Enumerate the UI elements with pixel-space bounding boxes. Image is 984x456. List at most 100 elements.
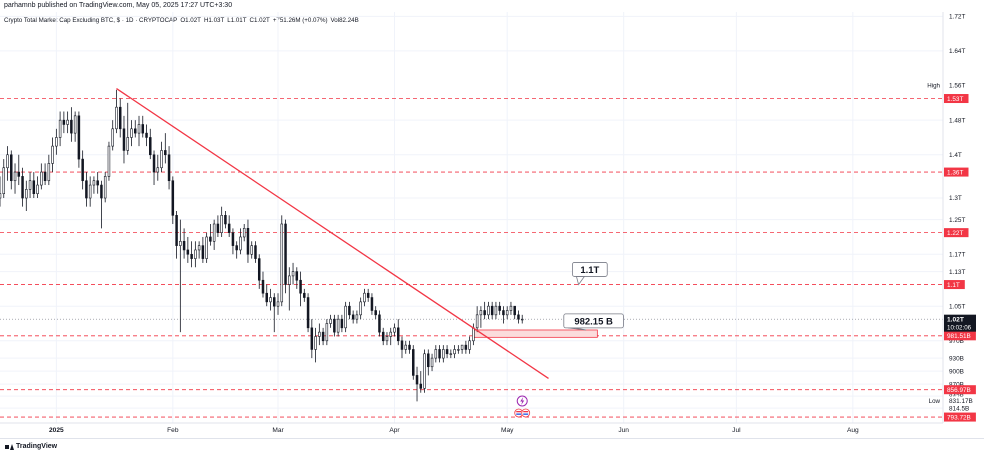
candle[interactable] xyxy=(10,150,13,190)
candle[interactable] xyxy=(509,301,513,315)
candle[interactable] xyxy=(107,141,111,181)
candle[interactable] xyxy=(96,172,99,194)
candle[interactable] xyxy=(445,345,449,359)
candle[interactable] xyxy=(212,219,216,250)
candle[interactable] xyxy=(490,301,494,320)
callout[interactable]: 1.1T xyxy=(572,262,608,286)
candle[interactable] xyxy=(32,172,36,199)
candle[interactable] xyxy=(351,310,355,324)
candle[interactable] xyxy=(333,314,336,337)
candle[interactable] xyxy=(160,141,163,173)
candle[interactable] xyxy=(40,163,43,190)
candle[interactable] xyxy=(36,176,39,199)
candle[interactable] xyxy=(427,349,430,376)
candle[interactable] xyxy=(468,336,471,354)
flag-event-icon[interactable] xyxy=(514,408,531,418)
candle[interactable] xyxy=(291,262,295,285)
candle[interactable] xyxy=(216,215,220,237)
candle[interactable] xyxy=(220,206,223,237)
candle[interactable] xyxy=(134,120,137,138)
candle[interactable] xyxy=(355,310,359,324)
candle[interactable] xyxy=(385,332,389,346)
candle[interactable] xyxy=(310,319,314,359)
candle[interactable] xyxy=(370,293,374,315)
candle[interactable] xyxy=(284,219,287,294)
support-zone[interactable] xyxy=(472,329,598,338)
candle[interactable] xyxy=(393,323,396,337)
candle[interactable] xyxy=(242,223,246,242)
candle[interactable] xyxy=(475,306,479,333)
candle[interactable] xyxy=(167,146,171,190)
candle[interactable] xyxy=(276,293,280,315)
candle[interactable] xyxy=(254,241,257,263)
candle[interactable] xyxy=(329,314,332,328)
candle[interactable] xyxy=(55,128,58,155)
candle[interactable] xyxy=(88,176,92,207)
candle[interactable] xyxy=(175,211,178,259)
candle[interactable] xyxy=(261,271,265,298)
callout[interactable]: 982.15 B xyxy=(563,313,624,331)
candle[interactable] xyxy=(306,293,310,333)
candle[interactable] xyxy=(194,241,197,268)
candle[interactable] xyxy=(201,236,205,263)
trendline[interactable] xyxy=(116,88,549,379)
candle[interactable] xyxy=(273,293,276,333)
candle[interactable] xyxy=(190,241,193,268)
candle[interactable] xyxy=(145,124,148,147)
candle[interactable] xyxy=(340,314,344,333)
candle[interactable] xyxy=(2,159,6,199)
candle[interactable] xyxy=(389,327,392,346)
candle[interactable] xyxy=(227,215,231,237)
candle[interactable] xyxy=(336,314,340,337)
candle[interactable] xyxy=(186,236,190,263)
candle[interactable] xyxy=(6,146,9,181)
candle[interactable] xyxy=(246,219,250,263)
candle[interactable] xyxy=(408,340,411,354)
candle[interactable] xyxy=(483,301,486,320)
candle[interactable] xyxy=(487,301,490,320)
candle[interactable] xyxy=(464,340,468,354)
candle[interactable] xyxy=(505,306,509,320)
candle[interactable] xyxy=(17,154,21,186)
candle[interactable] xyxy=(66,111,69,134)
candle[interactable] xyxy=(520,314,524,324)
candle[interactable] xyxy=(363,288,366,307)
candle[interactable] xyxy=(513,305,516,320)
candle[interactable] xyxy=(359,297,362,320)
candle[interactable] xyxy=(430,353,434,372)
candle[interactable] xyxy=(295,267,299,289)
price-chart[interactable]: Crypto Total Market Cap Excluding BTC, $… xyxy=(0,12,984,438)
candle[interactable] xyxy=(348,301,351,320)
candle[interactable] xyxy=(321,327,325,346)
candle[interactable] xyxy=(43,163,47,186)
candle[interactable] xyxy=(141,115,145,138)
candle[interactable] xyxy=(111,120,114,151)
tradingview-logo[interactable]: TradingView xyxy=(5,443,57,450)
candle[interactable] xyxy=(28,172,32,199)
candle[interactable] xyxy=(58,111,62,147)
candle[interactable] xyxy=(442,345,445,363)
candle[interactable] xyxy=(21,167,24,207)
candle[interactable] xyxy=(149,128,152,160)
candle[interactable] xyxy=(13,163,17,194)
candle[interactable] xyxy=(325,319,329,346)
candle[interactable] xyxy=(235,241,238,259)
candle[interactable] xyxy=(130,120,133,147)
candle[interactable] xyxy=(265,284,268,307)
candle[interactable] xyxy=(460,344,464,354)
candle[interactable] xyxy=(415,366,419,402)
candle[interactable] xyxy=(517,310,520,324)
candle[interactable] xyxy=(81,150,84,190)
candle[interactable] xyxy=(164,133,167,164)
candle[interactable] xyxy=(179,219,182,333)
candle[interactable] xyxy=(419,371,423,393)
candle[interactable] xyxy=(412,345,415,380)
candle[interactable] xyxy=(25,180,28,212)
candle[interactable] xyxy=(299,271,302,307)
candle[interactable] xyxy=(239,228,242,255)
candle[interactable] xyxy=(70,107,73,142)
candle[interactable] xyxy=(502,306,505,324)
candle[interactable] xyxy=(494,301,498,320)
candle[interactable] xyxy=(0,176,2,207)
candle[interactable] xyxy=(400,336,404,359)
